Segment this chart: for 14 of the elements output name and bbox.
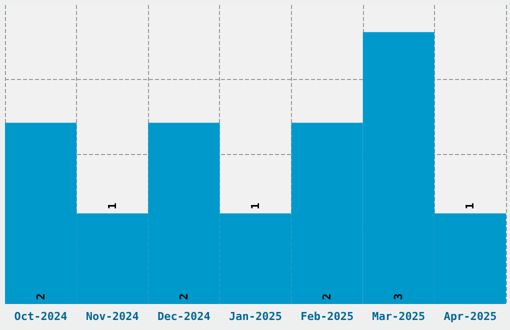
data-label: 2 (177, 293, 190, 300)
data-label: 1 (106, 202, 119, 210)
x-tick-label: Apr-2025 (444, 310, 497, 323)
x-tick-label: Dec-2024 (157, 310, 211, 323)
x-tick-label: Oct-2024 (14, 310, 68, 323)
data-label: 3 (392, 293, 406, 300)
data-label: 2 (320, 293, 334, 300)
x-tick-label: Nov-2024 (86, 310, 140, 323)
x-tick-label: Jan-2025 (229, 310, 282, 323)
data-label: 1 (464, 202, 477, 210)
x-tick-label: Mar-2025 (372, 310, 426, 323)
data-label: 2 (34, 293, 48, 300)
x-tick-label: Feb-2025 (300, 310, 354, 323)
data-label: 1 (249, 202, 262, 210)
